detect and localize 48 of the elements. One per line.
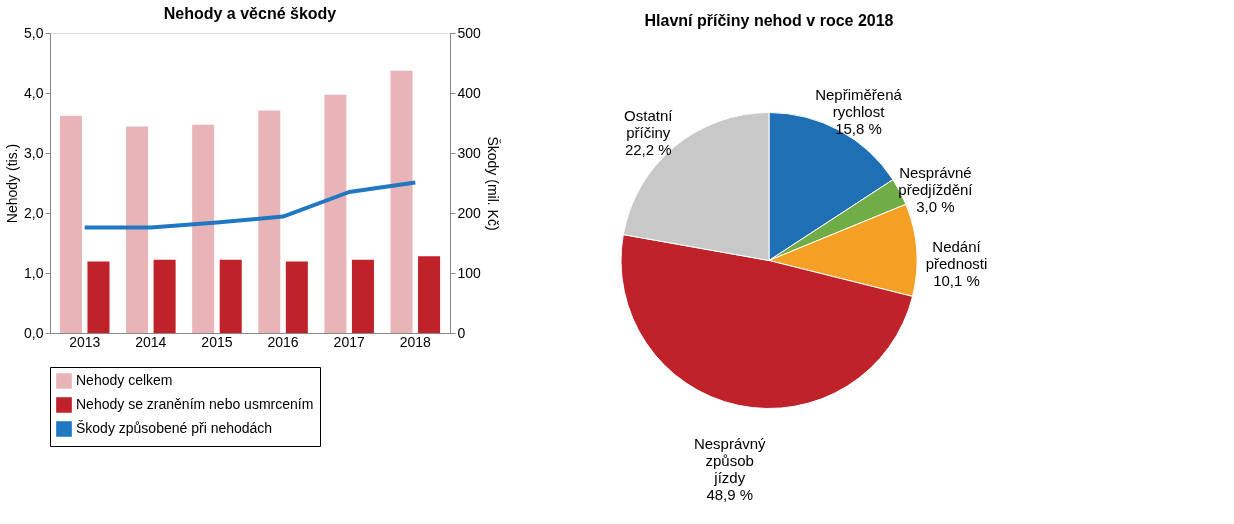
x-tick-label: 2018 [399,333,432,350]
bar [219,259,242,333]
y2-tick-label: 300 [457,144,482,161]
slice-label: Nedání přednosti [925,237,988,272]
bar [59,115,82,333]
x-tick-label: 2015 [201,333,233,350]
y2-axis-title: Škody (mil. Kč) [484,136,501,231]
bar [153,259,176,333]
legend-label: Škody způsobené při nehodách [76,420,273,436]
y2-tick-label: 400 [457,84,482,101]
y-tick-label: 0,0 [24,324,44,341]
y-tick-label: 4,0 [24,84,44,101]
y-tick-label: 1,0 [24,264,44,281]
chart-title: Hlavní příčiny nehod v roce 2018 [644,12,894,29]
y2-tick-label: 100 [457,264,482,281]
bar [418,256,441,333]
bar [351,259,374,333]
bar [87,261,110,333]
y-tick-label: 5,0 [24,24,44,41]
y2-tick-label: 500 [457,24,482,41]
x-tick-label: 2014 [135,333,167,350]
bar [285,261,308,333]
y2-tick-label: 0 [457,324,466,341]
bar [258,110,281,333]
chart-title: Nehody a věcné škody [163,5,337,22]
x-tick-label: 2017 [333,333,365,350]
data-label: 10,1 % [933,271,980,289]
data-label: 15,8 % [835,120,882,138]
bar [390,70,413,333]
legend-label: Nehody se zraněním nebo usmrcením [76,396,314,412]
y-axis-title: Nehody (tis.) [4,143,21,224]
data-label: 3,0 % [916,198,955,216]
y-tick-label: 3,0 [24,144,44,161]
y-tick-label: 2,0 [24,204,44,221]
slice-label: Nepřiměřená rychlost [815,86,903,121]
data-label: 22,2 % [624,141,672,159]
y2-tick-label: 200 [457,204,482,221]
x-tick-label: 2013 [69,333,101,350]
bar [126,126,149,333]
slice-label: Nesprávný způsob jízdy [693,435,767,487]
bar [192,124,215,333]
data-label: 48,9 % [706,486,754,504]
x-tick-label: 2016 [267,333,299,350]
slice-label: Ostatní příčiny [624,107,674,142]
bar [324,94,347,333]
slice-label: Nesprávné předjíždění [898,164,974,199]
legend-label: Nehody celkem [76,372,173,388]
line-series [82,180,418,230]
